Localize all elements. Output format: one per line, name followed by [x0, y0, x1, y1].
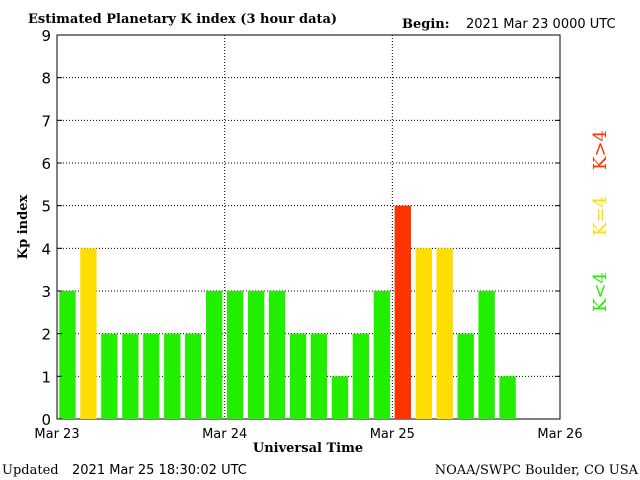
y-axis-ticks: 0 1 2 3 4 5 6 7 8 9	[41, 27, 560, 429]
kp-bar	[268, 291, 286, 419]
x-tick-label: Mar 24	[202, 427, 247, 442]
kp-bar	[352, 333, 370, 419]
kp-bar	[331, 376, 349, 419]
source-credit: NOAA/SWPC Boulder, CO USA	[435, 463, 639, 478]
kp-bar	[373, 291, 391, 419]
kp-bar	[289, 333, 307, 419]
updated-value: 2021 Mar 25 18:30:02 UTC	[72, 463, 247, 478]
x-axis-label: Universal Time	[253, 441, 363, 456]
x-tick-label: Mar 23	[34, 427, 79, 442]
kp-bar	[59, 291, 76, 419]
begin-value: 2021 Mar 23 0000 UTC	[466, 17, 616, 32]
kp-bar	[226, 291, 244, 419]
kp-bar	[310, 333, 328, 419]
y-tick-label: 9	[41, 27, 51, 45]
y-tick-label: 4	[41, 240, 51, 258]
y-tick-label: 1	[41, 368, 51, 386]
x-axis-ticks: Mar 23 Mar 24 Mar 25 Mar 26	[34, 427, 582, 442]
begin-label: Begin:	[402, 17, 450, 32]
kp-bar	[206, 291, 223, 419]
y-tick-label: 3	[41, 283, 51, 301]
y-tick-label: 8	[41, 70, 51, 88]
y-tick-label: 7	[41, 112, 51, 130]
kp-bar	[499, 376, 516, 419]
grid-lines	[57, 35, 560, 419]
kp-bar	[185, 333, 202, 419]
kp-bar	[415, 248, 432, 419]
updated-label: Updated	[2, 463, 59, 478]
kp-bar	[101, 333, 118, 419]
legend-k-equal-4: K=4	[590, 196, 611, 236]
kp-bar	[122, 333, 139, 419]
kp-bar	[436, 248, 453, 419]
y-tick-label: 2	[41, 326, 51, 344]
kp-bar	[80, 248, 97, 419]
kp-bar	[143, 333, 160, 419]
legend-k-greater-4: K>4	[590, 130, 611, 170]
bars	[59, 205, 516, 419]
kp-bar	[478, 291, 495, 419]
kp-bar	[394, 205, 411, 419]
y-axis-label: Kp index	[16, 195, 31, 260]
y-tick-label: 0	[41, 411, 51, 429]
chart-title: Estimated Planetary K index (3 hour data…	[28, 12, 337, 27]
kp-bar	[457, 333, 474, 419]
x-tick-label: Mar 26	[537, 427, 582, 442]
kp-bar	[247, 291, 265, 419]
kp-bar	[164, 333, 181, 419]
y-tick-label: 6	[41, 155, 51, 173]
y-tick-label: 5	[41, 198, 51, 216]
plot-area	[56, 34, 561, 420]
legend-k-less-4: K<4	[590, 272, 611, 312]
x-tick-label: Mar 25	[370, 427, 415, 442]
